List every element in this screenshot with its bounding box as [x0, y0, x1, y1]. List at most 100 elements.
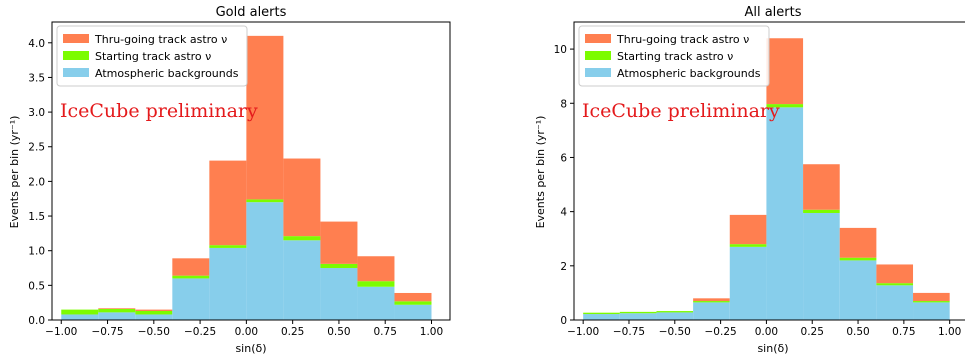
bar-segment [320, 268, 358, 320]
x-tick-label: −0.25 [184, 326, 216, 338]
bar-segment [283, 236, 321, 241]
bar-segment [729, 244, 767, 247]
bar-segment [135, 314, 173, 320]
x-tick-label: 0.00 [235, 326, 258, 338]
x-axis-label: sin(δ) [757, 342, 788, 355]
bar-segment [656, 311, 694, 313]
y-tick-label: 3.5 [28, 72, 45, 84]
x-tick-label: 0.75 [374, 326, 397, 338]
x-tick-label: −0.25 [705, 326, 737, 338]
legend-box [56, 25, 248, 87]
bar-segment [839, 257, 877, 261]
y-tick-label: 10 [554, 44, 567, 56]
bar-segment [246, 199, 284, 203]
chart-title: Gold alerts [216, 5, 287, 20]
bar-segment [357, 256, 395, 282]
bar-segment [172, 258, 210, 276]
annotation-text: IceCube preliminary [582, 100, 780, 122]
bar-segment [246, 202, 284, 320]
bars-layer [61, 35, 432, 320]
y-tick-label: 2 [560, 261, 567, 273]
bar-segment [876, 283, 914, 286]
legend-swatch [585, 34, 611, 43]
legend: Thru-going track astro ν Starting track a… [578, 25, 770, 87]
bar-segment [394, 292, 432, 302]
y-tick-label: 4 [560, 207, 567, 219]
x-axis-label: sin(δ) [235, 342, 266, 355]
x-tick-label: 0.50 [327, 326, 350, 338]
all-alerts-panel: All alerts −1.00 −0.75 −0.50 −0.25 0.00 0.25 0… [534, 5, 965, 355]
x-tick-label: 0.50 [846, 326, 869, 338]
bar-segment [693, 298, 730, 302]
x-tick-label: 0.00 [755, 326, 778, 338]
x-tick-label: 0.25 [801, 326, 824, 338]
legend-swatch [585, 51, 611, 60]
y-axis-label: Events per bin (yr⁻¹) [8, 116, 21, 229]
bar-segment [583, 312, 620, 315]
bar-segment [656, 312, 694, 320]
annotation-text: IceCube preliminary [60, 100, 258, 122]
bar-segment [172, 275, 210, 279]
bar-segment [283, 240, 321, 320]
bar-segment [766, 107, 804, 320]
bar-segment [583, 314, 620, 320]
bar-segment [172, 278, 210, 320]
x-tick-label: 0.75 [892, 326, 915, 338]
y-tick-label: 4.0 [28, 38, 45, 50]
bar-segment [803, 212, 840, 320]
y-tick-label: 2.5 [28, 142, 45, 154]
x-tick-label: 1.00 [938, 326, 961, 338]
legend-swatch [63, 34, 89, 43]
legend-swatch [585, 68, 611, 77]
bar-segment [98, 308, 136, 313]
bar-segment [619, 313, 657, 320]
bar-segment [913, 292, 950, 302]
y-ticks: 0.0 0.5 1.0 1.5 2.0 2.5 3.0 3.5 4.0 [28, 38, 52, 327]
x-tick-label: −1.00 [567, 326, 599, 338]
legend-swatch [63, 51, 89, 60]
bar-segment [839, 227, 877, 258]
bar-segment [246, 35, 284, 200]
y-tick-label: 0.0 [28, 315, 45, 327]
bar-segment [135, 310, 173, 315]
bar-segment [394, 301, 432, 305]
bar-segment [209, 245, 247, 248]
x-ticks: −1.00 −0.75 −0.50 −0.25 0.00 0.25 0.50 0.75 1.00 [567, 320, 961, 338]
bar-segment [693, 301, 730, 303]
bar-segment [98, 312, 136, 320]
y-tick-label: 0.5 [28, 280, 45, 292]
bar-segment [320, 263, 358, 269]
x-tick-label: −0.50 [138, 326, 170, 338]
legend-label: Thru-going track astro ν [616, 33, 749, 46]
y-axis-label: Events per bin (yr⁻¹) [534, 116, 547, 229]
x-tick-label: −1.00 [45, 326, 77, 338]
chart-title: All alerts [744, 5, 801, 20]
legend-label: Starting track astro ν [617, 50, 733, 63]
bar-segment [98, 308, 136, 309]
x-tick-label: −0.50 [659, 326, 691, 338]
bar-segment [876, 264, 914, 284]
plot-frame [51, 21, 451, 321]
legend-label: Thru-going track astro ν [94, 33, 227, 46]
bar-segment [693, 302, 730, 320]
bar-segment [913, 301, 950, 303]
x-tick-label: −0.75 [613, 326, 645, 338]
plot-frame [573, 21, 965, 321]
bar-segment [357, 281, 395, 287]
x-tick-label: 1.00 [420, 326, 443, 338]
bar-segment [320, 221, 358, 264]
bar-segment [729, 246, 767, 320]
bar-segment [839, 260, 877, 320]
y-tick-label: 3.0 [28, 107, 45, 119]
bar-segment [766, 104, 804, 108]
bars-layer [583, 38, 950, 320]
bar-segment [283, 158, 321, 237]
y-tick-label: 6 [560, 152, 567, 164]
legend-label: Starting track astro ν [95, 50, 211, 63]
y-tick-label: 1.5 [28, 211, 45, 223]
bar-segment [803, 164, 840, 210]
bar-segment [394, 304, 432, 320]
bar-segment [619, 311, 657, 314]
bar-segment [135, 309, 173, 311]
